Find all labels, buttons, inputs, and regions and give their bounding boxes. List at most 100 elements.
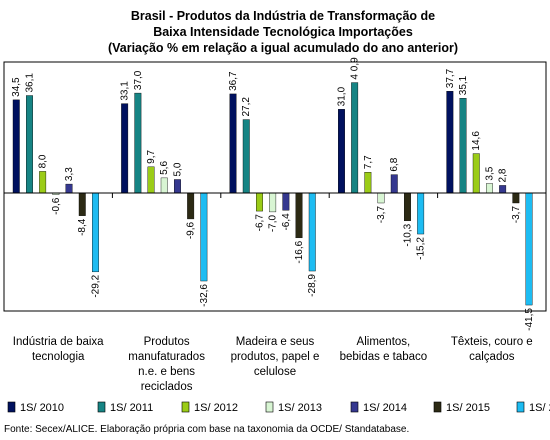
- legend-label: 1S/ 2012: [194, 402, 238, 414]
- legend-label: 1S/ 2011: [110, 402, 153, 414]
- bar: [417, 192, 425, 235]
- data-label: -6,7: [254, 214, 265, 232]
- category-label: bebidas e tabaco: [340, 351, 428, 363]
- bar: [26, 95, 33, 194]
- data-label: -29,2: [90, 274, 101, 297]
- bar: [173, 179, 181, 194]
- bar: [65, 183, 73, 194]
- bar: [308, 192, 316, 272]
- data-label: 7,7: [363, 155, 374, 169]
- chart-title: Brasil - Produtos da Indústria de Transf…: [108, 9, 458, 55]
- category-labels: Indústria de baixa tecnologia Produtos manu…: [13, 336, 533, 393]
- plot-area: 34,5 36,18,0-0,63,3-8,4-29,233,137,09,75,…: [3, 57, 547, 331]
- bar: [446, 91, 454, 194]
- legend-label: 1S/ 2015: [446, 402, 490, 414]
- bar: [295, 192, 303, 239]
- bar: [525, 192, 533, 306]
- category-label: reciclados: [141, 381, 193, 393]
- data-label: 3,5: [484, 166, 495, 180]
- data-label: -3,7: [511, 206, 522, 224]
- data-label: 37,0: [133, 70, 144, 90]
- bar: [390, 174, 398, 194]
- bar: [472, 153, 480, 194]
- data-label: 37,7: [445, 68, 456, 88]
- data-label: 9,7: [146, 149, 157, 163]
- data-label: 33,1: [120, 81, 131, 101]
- bar: [364, 172, 372, 194]
- bar: [187, 192, 195, 220]
- category-label: manufaturados: [128, 351, 205, 363]
- data-label: 36,1: [24, 73, 35, 93]
- legend: 1S/ 2010 1S/ 2011 1S/ 2012 1S/ 2013 1S/ 2014…: [7, 401, 550, 414]
- plot-border: [3, 61, 547, 312]
- category-label: Têxteis, couro e: [451, 336, 533, 348]
- bar: [499, 185, 507, 194]
- data-label: -6,4: [281, 213, 292, 231]
- legend-swatch: [265, 401, 274, 413]
- legend-label: 1S/ 2014: [363, 402, 407, 414]
- data-label: -15,2: [416, 237, 427, 260]
- bar: [404, 192, 411, 222]
- bar: [486, 183, 493, 194]
- data-label: 34,5: [11, 77, 22, 97]
- data-label: -41,5: [524, 308, 535, 331]
- data-label: 2,8: [498, 168, 509, 182]
- category-label: Indústria de baixa: [13, 336, 104, 348]
- bar: [78, 192, 86, 216]
- data-label: 14,6: [471, 131, 482, 151]
- chart-title-line: Baixa Intensidade Tecnológica Importaçõe…: [153, 25, 413, 39]
- bar: [39, 171, 47, 194]
- category-label: tecnologia: [32, 351, 85, 363]
- legend-label: 1S/ 2016: [529, 402, 550, 414]
- legend-swatch: [97, 401, 106, 413]
- legend-label: 1S/ 2013: [278, 402, 322, 414]
- data-label: 5,0: [172, 162, 183, 176]
- legend-swatch: [433, 401, 442, 413]
- legend-swatch: [350, 401, 359, 413]
- data-label: -7,0: [268, 214, 279, 232]
- bar: [377, 192, 385, 204]
- source-note: Fonte: Secex/ALICE. Elaboração própria c…: [4, 424, 409, 435]
- bar: [512, 192, 520, 204]
- category-label: calçados: [469, 351, 515, 363]
- bar: [338, 109, 345, 194]
- data-label: 36,7: [228, 71, 239, 91]
- bar: [256, 192, 263, 212]
- bar: [351, 82, 359, 194]
- data-label: 8,0: [38, 154, 49, 168]
- bar: [269, 192, 277, 213]
- bar: [282, 192, 290, 211]
- chart-title-line: Brasil - Produtos da Indústria de Transf…: [131, 9, 435, 23]
- category-label: produtos, papel e: [231, 351, 320, 363]
- bar: [242, 119, 250, 194]
- data-label: -3,7: [376, 206, 387, 224]
- bar: [134, 92, 142, 194]
- bar: [229, 93, 237, 194]
- data-label: -32,6: [199, 284, 210, 307]
- data-label: 27,2: [241, 97, 252, 117]
- legend-label: 1S/ 2010: [20, 402, 64, 414]
- category-label: Madeira e seus: [236, 336, 315, 348]
- data-label: -8,4: [77, 218, 88, 236]
- data-label: 31,0: [336, 86, 347, 106]
- legend-swatch: [7, 401, 16, 413]
- bar: [147, 166, 155, 194]
- category-label: Produtos: [144, 336, 190, 348]
- category-label: celulose: [254, 366, 296, 378]
- bar: [121, 103, 129, 194]
- bar: [12, 99, 20, 194]
- data-label: -10,3: [402, 223, 413, 246]
- data-label: -16,6: [294, 240, 305, 263]
- bar: [160, 177, 168, 194]
- bar: [200, 192, 208, 282]
- category-label: n.e. e bens: [138, 366, 195, 378]
- data-label: 6,8: [389, 157, 400, 171]
- data-label: 35,1: [458, 75, 469, 95]
- legend-swatch: [516, 401, 525, 413]
- chart-title-line: (Variação % em relação a igual acumulado…: [108, 41, 458, 55]
- data-label: 3,3: [64, 167, 75, 181]
- bar: [91, 192, 99, 273]
- data-label: -28,9: [307, 274, 318, 297]
- data-label: 4 0,9: [350, 57, 361, 80]
